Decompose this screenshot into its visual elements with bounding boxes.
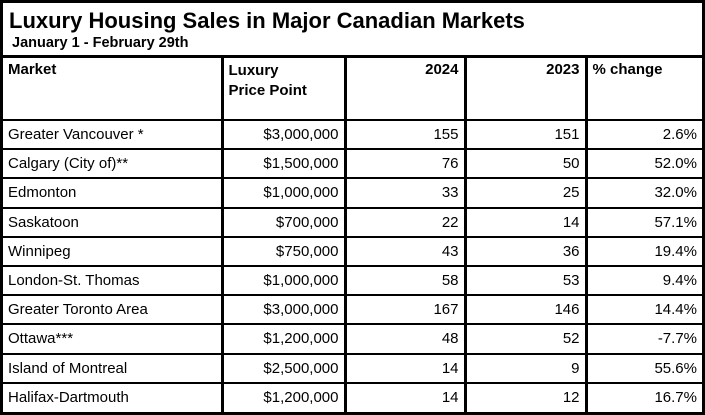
column-header-price-line2: Price Point — [228, 82, 307, 99]
cell-market: Edmonton — [3, 177, 224, 209]
cell-price: $750,000 — [220, 235, 347, 267]
cell-2023: 50 — [463, 148, 588, 180]
cell-change: 2.6% — [584, 118, 702, 151]
cell-2023: 146 — [463, 294, 588, 326]
table-row: Winnipeg $750,000 43 36 19.4% — [3, 235, 702, 267]
column-header-price-point: Luxury Price Point — [220, 58, 347, 121]
cell-2024: 167 — [343, 294, 467, 326]
table-row: Halifax-Dartmouth $1,200,000 14 12 16.7% — [3, 381, 702, 412]
column-header-2023: 2023 — [463, 58, 588, 121]
cell-price: $3,000,000 — [220, 118, 347, 151]
cell-change: 32.0% — [584, 177, 702, 209]
cell-change: -7.7% — [584, 323, 702, 355]
cell-price: $1,200,000 — [220, 323, 347, 355]
cell-price: $1,500,000 — [220, 148, 347, 180]
cell-market: Halifax-Dartmouth — [3, 381, 224, 412]
table-row: Saskatoon $700,000 22 14 57.1% — [3, 206, 702, 238]
cell-2024: 33 — [343, 177, 467, 209]
cell-2023: 9 — [463, 352, 588, 384]
table-row: London-St. Thomas $1,000,000 58 53 9.4% — [3, 264, 702, 297]
cell-price: $1,000,000 — [220, 177, 347, 209]
cell-2023: 53 — [463, 264, 588, 297]
cell-market: Greater Vancouver * — [3, 118, 224, 151]
cell-change: 55.6% — [584, 352, 702, 384]
cell-2024: 22 — [343, 206, 467, 238]
cell-change: 9.4% — [584, 264, 702, 297]
cell-2024: 76 — [343, 148, 467, 180]
header-row: Market Luxury Price Point 2024 2023 % ch… — [3, 58, 702, 121]
cell-2023: 52 — [463, 323, 588, 355]
cell-2024: 43 — [343, 235, 467, 267]
cell-market: Ottawa*** — [3, 323, 224, 355]
table-container: Market Luxury Price Point 2024 2023 % ch… — [3, 58, 702, 412]
cell-market: Island of Montreal — [3, 352, 224, 384]
cell-price: $1,200,000 — [220, 381, 347, 412]
table-row: Edmonton $1,000,000 33 25 32.0% — [3, 177, 702, 209]
cell-2024: 14 — [343, 352, 467, 384]
cell-change: 19.4% — [584, 235, 702, 267]
cell-price: $700,000 — [220, 206, 347, 238]
cell-change: 52.0% — [584, 148, 702, 180]
cell-2023: 12 — [463, 381, 588, 412]
table-row: Calgary (City of)** $1,500,000 76 50 52.… — [3, 148, 702, 180]
column-header-market: Market — [3, 58, 224, 121]
cell-2023: 25 — [463, 177, 588, 209]
column-header-percent-change: % change — [584, 58, 702, 121]
cell-change: 16.7% — [584, 381, 702, 412]
cell-price: $1,000,000 — [220, 264, 347, 297]
cell-market: London-St. Thomas — [3, 264, 224, 297]
column-header-2024: 2024 — [343, 58, 467, 121]
cell-2023: 36 — [463, 235, 588, 267]
page-title: Luxury Housing Sales in Major Canadian M… — [9, 8, 525, 33]
cell-change: 14.4% — [584, 294, 702, 326]
cell-price: $2,500,000 — [220, 352, 347, 384]
cell-market: Calgary (City of)** — [3, 148, 224, 180]
cell-2023: 151 — [463, 118, 588, 151]
cell-market: Greater Toronto Area — [3, 294, 224, 326]
cell-2024: 58 — [343, 264, 467, 297]
sales-data-table: Market Luxury Price Point 2024 2023 % ch… — [3, 58, 702, 412]
cell-2024: 155 — [343, 118, 467, 151]
title-block: Luxury Housing Sales in Major Canadian M… — [3, 3, 702, 58]
table-row: Greater Toronto Area $3,000,000 167 146 … — [3, 294, 702, 326]
table-row: Greater Vancouver * $3,000,000 155 151 2… — [3, 118, 702, 151]
table-row: Island of Montreal $2,500,000 14 9 55.6% — [3, 352, 702, 384]
cell-market: Saskatoon — [3, 206, 224, 238]
cell-change: 57.1% — [584, 206, 702, 238]
cell-2023: 14 — [463, 206, 588, 238]
cell-2024: 14 — [343, 381, 467, 412]
subtitle-date-range: January 1 - February 29th — [12, 35, 189, 51]
cell-2024: 48 — [343, 323, 467, 355]
cell-price: $3,000,000 — [220, 294, 347, 326]
column-header-price-line1: Luxury — [228, 62, 279, 79]
cell-market: Winnipeg — [3, 235, 224, 267]
table-row: Ottawa*** $1,200,000 48 52 -7.7% — [3, 323, 702, 355]
